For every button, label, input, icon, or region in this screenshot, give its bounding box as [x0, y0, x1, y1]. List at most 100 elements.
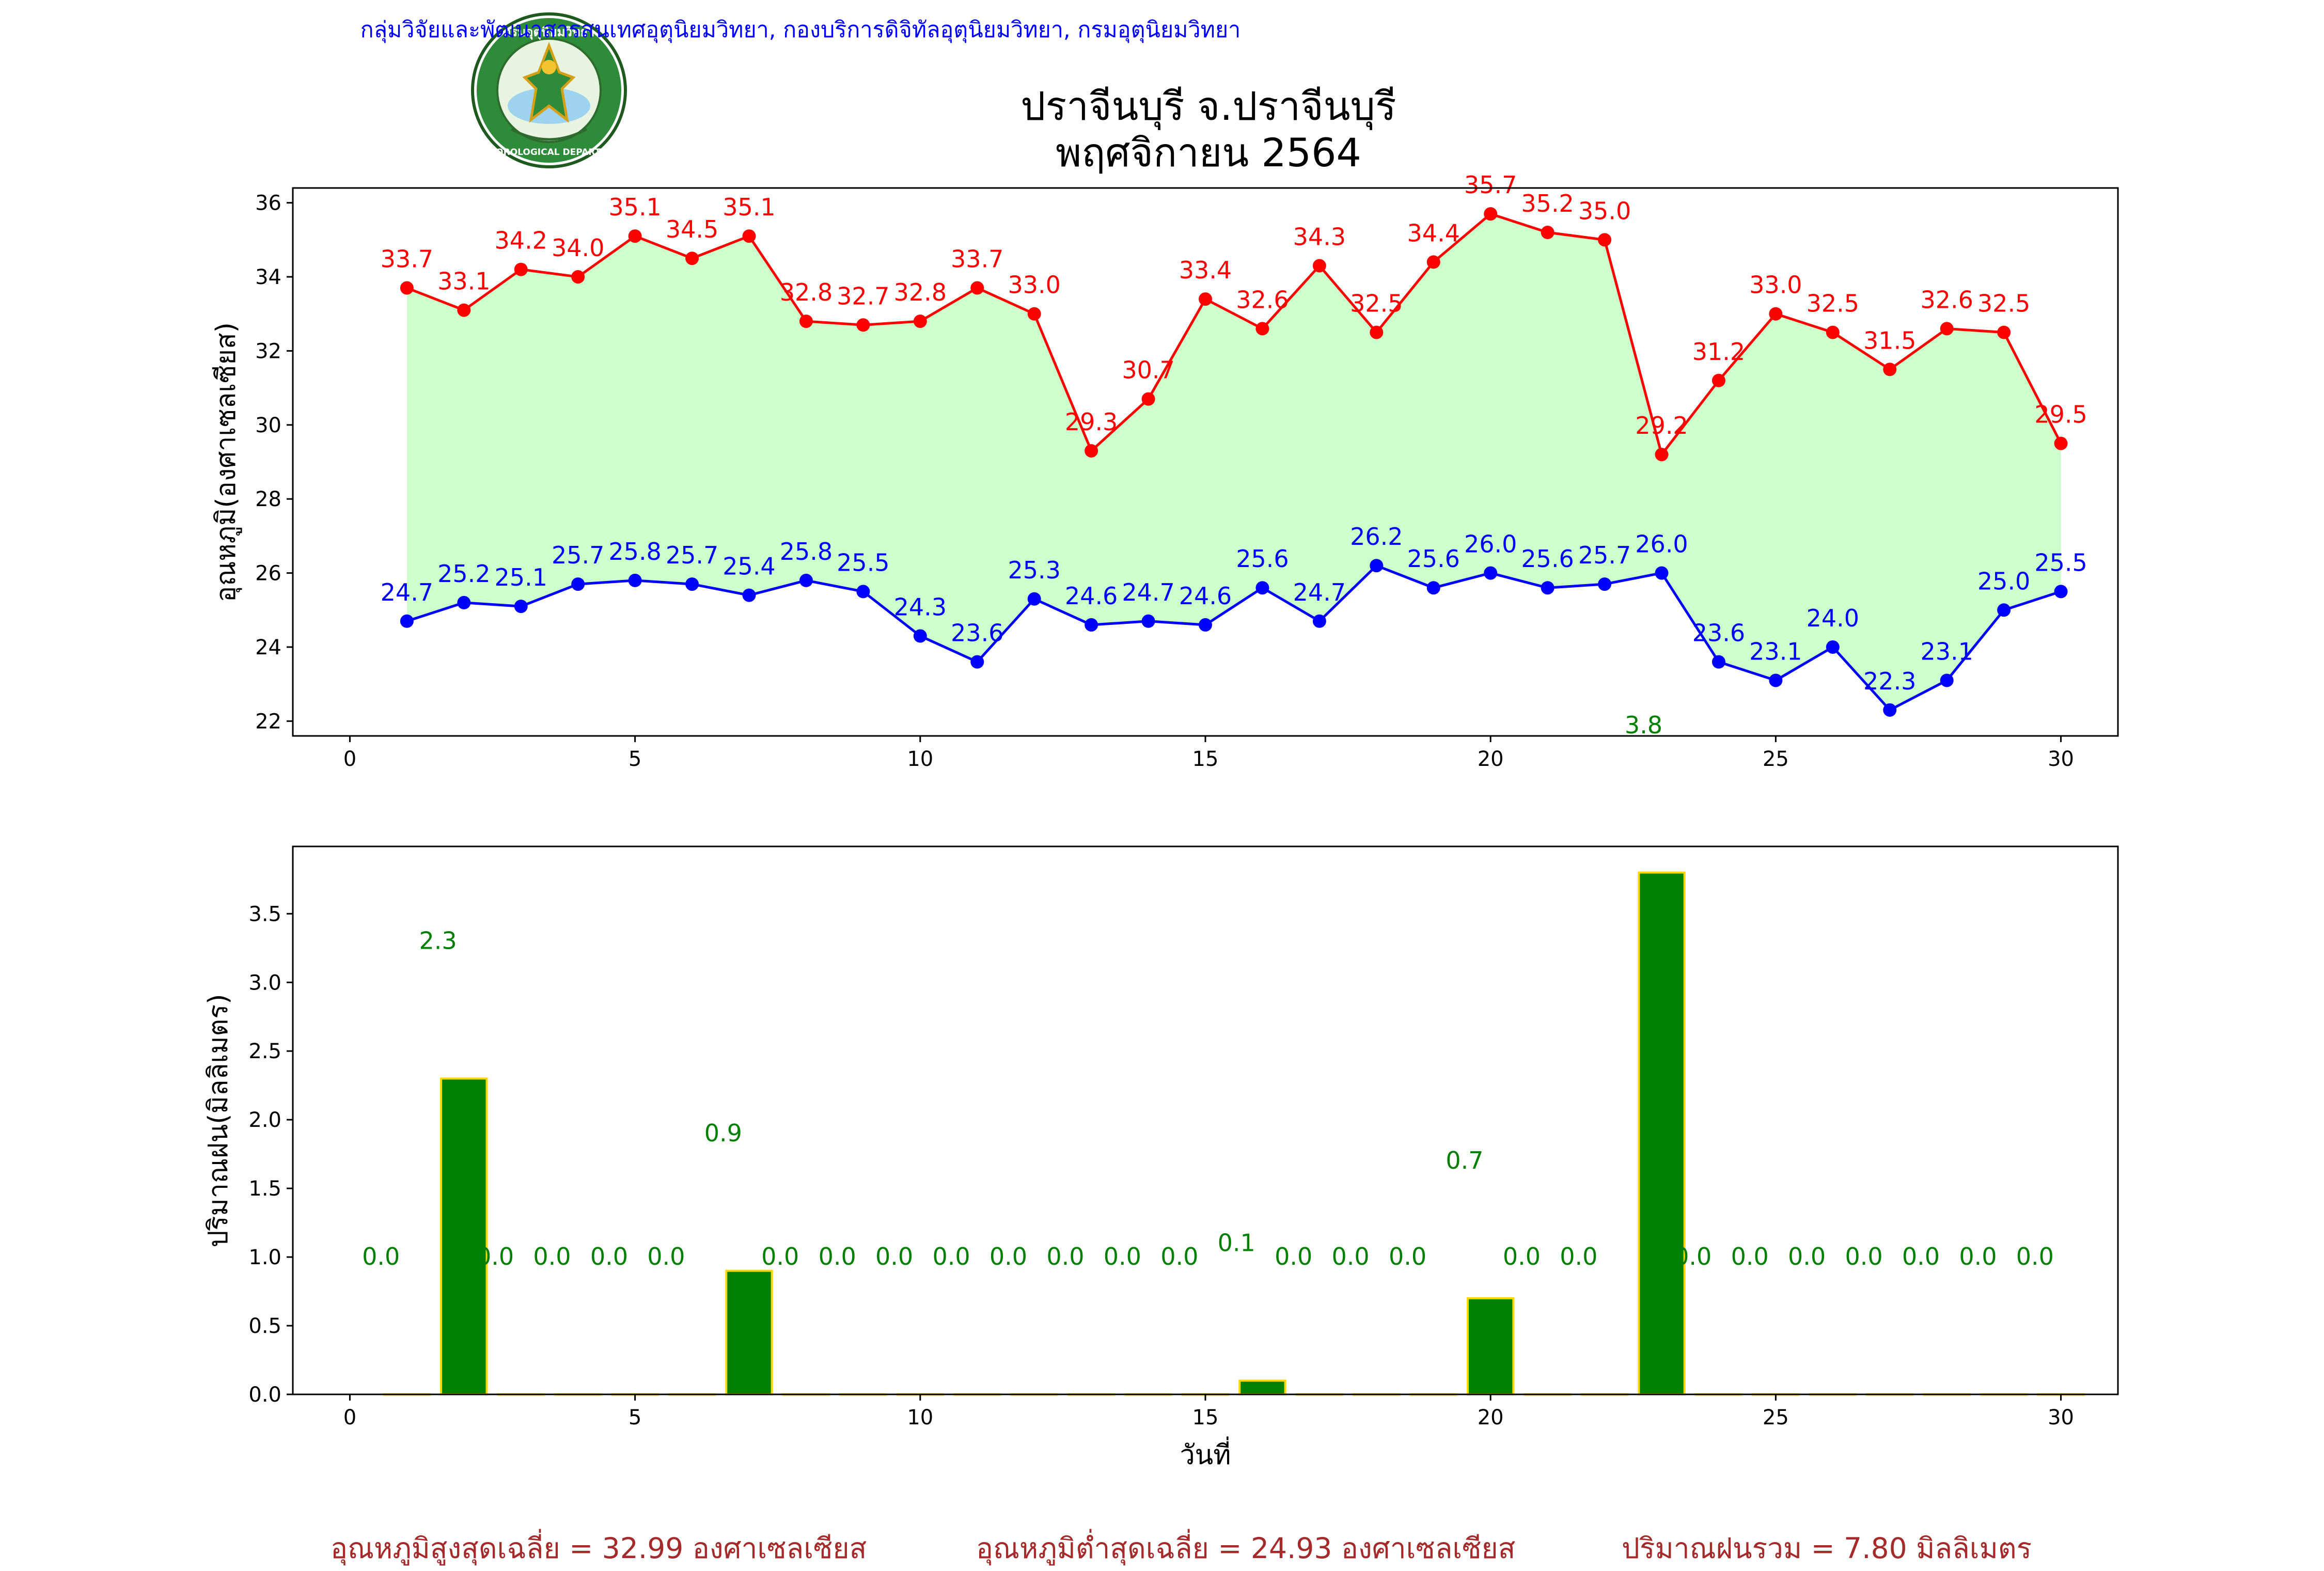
max-temp-point — [1484, 207, 1498, 221]
rain-ytick-label: 3.5 — [248, 902, 281, 926]
rain-bar — [725, 1269, 773, 1396]
rain-value-label: 0.0 — [1674, 1243, 1711, 1270]
rain-value-label: 0.0 — [1902, 1243, 1940, 1270]
min-temp-point — [457, 595, 471, 609]
rain-value-label: 0.0 — [2016, 1243, 2054, 1270]
footer-summary: อุณหภูมิสูงสุดเฉลี่ย = 32.99 องศาเซลเซีย… — [0, 1526, 2324, 1565]
rain-ytick-label: 0.5 — [248, 1314, 281, 1338]
min-temp-label: 25.2 — [437, 560, 490, 588]
rain-value-label: 0.0 — [1959, 1243, 1997, 1270]
min-temp-point — [1141, 614, 1155, 628]
max-temp-point — [1541, 226, 1554, 240]
rain-value-label: 0.0 — [1275, 1243, 1312, 1270]
temperature-ytick-label: 22 — [255, 710, 281, 733]
rain-ytick-label: 2.5 — [248, 1040, 281, 1063]
min-temp-label: 25.7 — [666, 541, 718, 569]
min-temp-point — [1883, 703, 1897, 717]
rain-value-label: 0.0 — [533, 1243, 571, 1270]
rainfall-chart: 0 5 10 15 20 25 30 0.0 0.5 1.0 1.5 2.0 2.5 3.0 3.5 0.0… — [203, 845, 2119, 1471]
rain-value-label: 0.0 — [1503, 1243, 1541, 1270]
min-temp-label: 24.6 — [1065, 582, 1118, 610]
rain-xtick-label: 10 — [907, 1406, 933, 1429]
min-temp-label: 24.6 — [1179, 582, 1232, 610]
max-temp-label: 34.4 — [1407, 219, 1460, 247]
min-temp-point — [1826, 640, 1840, 654]
rain-xtick-label: 30 — [2048, 1406, 2074, 1429]
max-temp-label: 32.5 — [1350, 290, 1403, 318]
rain-ytick-label: 1.0 — [248, 1246, 281, 1269]
total-rain-text: ปริมาณฝนรวม = 7.80 มิลลิเมตร — [1622, 1532, 2032, 1565]
max-temp-label: 35.0 — [1578, 197, 1631, 225]
max-temp-point — [1598, 233, 1612, 247]
max-temp-point — [1883, 363, 1897, 376]
max-temp-label: 32.5 — [1977, 290, 2030, 318]
rain-xtick-label: 20 — [1478, 1406, 1504, 1429]
max-temp-point — [628, 229, 642, 243]
min-temp-point — [514, 600, 528, 614]
min-temp-label: 26.0 — [1635, 530, 1688, 558]
max-temp-point — [1027, 307, 1041, 321]
min-temp-point — [571, 577, 585, 591]
temperature-xtick-label: 20 — [1478, 747, 1504, 771]
min-temp-point — [685, 577, 699, 591]
rain-value-label: 0.7 — [1446, 1146, 1483, 1174]
max-temp-point — [514, 262, 528, 276]
max-temp-point — [1997, 325, 2011, 339]
temperature-ytick-label: 28 — [255, 488, 281, 511]
max-temp-label: 35.2 — [1521, 190, 1574, 217]
max-temp-point — [799, 315, 813, 328]
rain-value-label: 0.0 — [476, 1243, 514, 1270]
min-temp-point — [1997, 603, 2011, 617]
min-temp-point — [1312, 614, 1326, 628]
max-temp-label: 32.6 — [1920, 286, 1973, 313]
rainfall-xlabel: วันที่ — [1180, 1436, 1231, 1471]
min-temp-label: 24.0 — [1807, 604, 1859, 632]
rain-bar — [1238, 1379, 1286, 1395]
max-temp-point — [457, 303, 471, 317]
rain-value-label: 0.0 — [1560, 1243, 1597, 1270]
max-temp-label: 32.8 — [780, 278, 833, 306]
min-temp-point — [742, 588, 756, 602]
min-temp-label: 25.7 — [1578, 541, 1631, 569]
max-temp-label: 33.1 — [437, 268, 490, 295]
max-temp-label: 33.7 — [951, 245, 1003, 273]
rain-value-label: 0.0 — [1788, 1243, 1826, 1270]
max-temp-label: 32.8 — [894, 278, 947, 306]
rain-value-label: 0.0 — [362, 1243, 400, 1270]
rain-value-label: 0.0 — [1389, 1243, 1426, 1270]
min-temp-point — [1769, 673, 1783, 687]
min-temp-label: 23.1 — [1920, 637, 1973, 665]
min-temp-point — [1655, 566, 1669, 580]
max-temp-point — [1940, 322, 1954, 336]
temperature-xtick-label: 10 — [907, 747, 933, 771]
max-temp-point — [1199, 292, 1212, 306]
max-temp-label: 32.6 — [1236, 286, 1289, 313]
page-subtitle: พฤศจิกายน 2564 — [1056, 130, 1361, 176]
min-temp-label: 25.8 — [608, 538, 661, 565]
max-temp-label: 32.7 — [837, 282, 889, 310]
rain-value-label: 0.0 — [761, 1243, 799, 1270]
min-temp-point — [856, 585, 870, 599]
rain-xtick-label: 15 — [1192, 1406, 1219, 1429]
rain-bar — [1467, 1297, 1515, 1395]
rain-value-label: 0.0 — [1104, 1243, 1141, 1270]
temperature-ytick-label: 24 — [255, 636, 281, 659]
agency-line: กลุ่มวิจัยและพัฒนาสารสนเทศอุตุนิยมวิทยา,… — [360, 17, 1241, 43]
rain-value-label: 0.0 — [1845, 1243, 1882, 1270]
max-temp-point — [856, 318, 870, 332]
max-temp-label: 29.5 — [2034, 401, 2087, 429]
temperature-xtick-label: 15 — [1192, 747, 1219, 771]
min-temp-label: 25.6 — [1236, 545, 1289, 573]
max-temp-label: 35.1 — [608, 193, 661, 221]
max-temp-point — [1312, 259, 1326, 273]
min-temp-line — [406, 564, 2062, 712]
max-temp-label: 35.7 — [1464, 171, 1517, 199]
temperature-xtick-label: 0 — [343, 747, 356, 771]
temperature-plot-frame — [292, 187, 2119, 737]
temperature-ytick-label: 26 — [255, 562, 281, 586]
max-temp-label: 29.2 — [1635, 412, 1688, 439]
min-temp-label: 25.7 — [552, 541, 604, 569]
min-temp-label: 23.6 — [951, 619, 1003, 647]
min-temp-point — [970, 655, 984, 669]
